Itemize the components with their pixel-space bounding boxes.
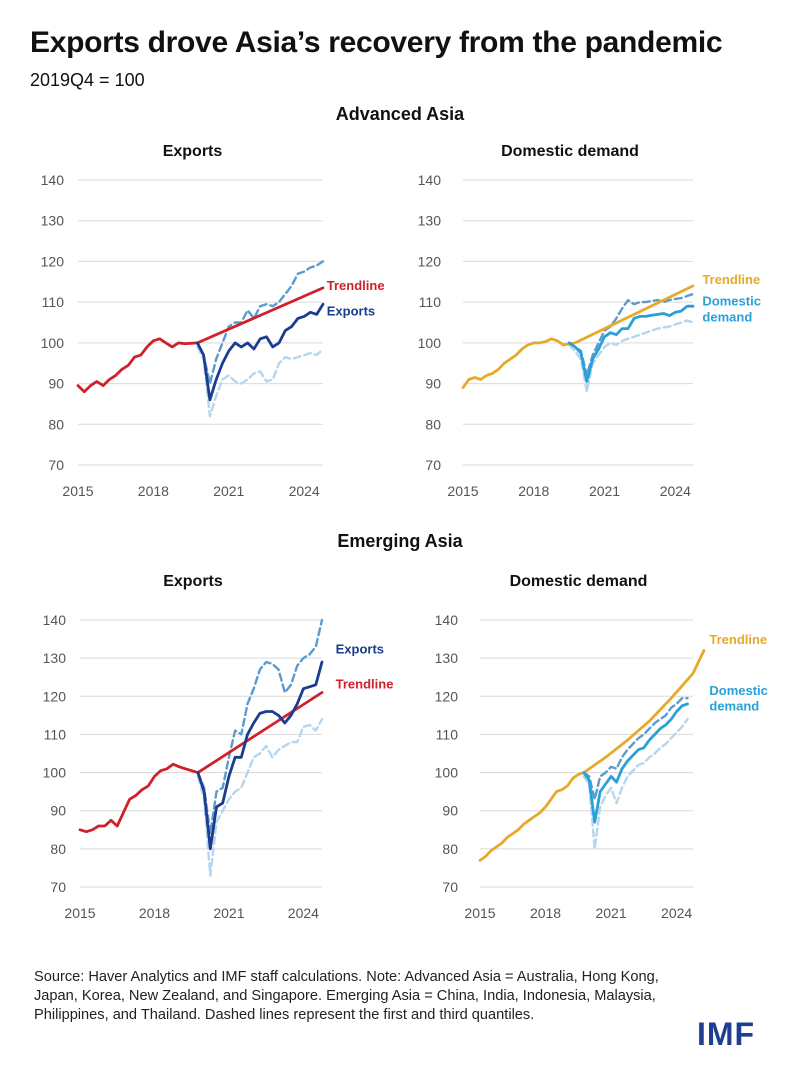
y-tick-label: 70 bbox=[442, 879, 458, 895]
y-tick-label: 100 bbox=[43, 765, 67, 781]
chart-emerging-domestic-demand: Domestic demand 70 80 90 100 110 120 130 140 2015… bbox=[435, 573, 768, 921]
y-tick-label: 80 bbox=[425, 416, 441, 432]
page-subtitle: 2019Q4 = 100 bbox=[30, 70, 145, 90]
y-tick-label: 80 bbox=[442, 841, 458, 857]
y-tick-label: 120 bbox=[41, 253, 65, 269]
y-tick-label: 100 bbox=[435, 765, 459, 781]
x-tick-label: 2024 bbox=[288, 905, 319, 921]
y-tick-label: 140 bbox=[435, 612, 459, 628]
series-line-trendline bbox=[461, 284, 695, 389]
y-tick-label: 130 bbox=[435, 650, 459, 666]
x-tick-label: 2021 bbox=[589, 483, 620, 499]
chart-advanced-exports: Exports 70 80 90 100 110 120 130 140 2015 2018 2021… bbox=[41, 143, 385, 499]
series-label: Trendline bbox=[709, 632, 767, 647]
y-tick-label: 130 bbox=[43, 650, 67, 666]
y-tick-label: 70 bbox=[425, 457, 441, 473]
y-tick-label: 110 bbox=[436, 726, 459, 742]
series-line-exports bbox=[196, 660, 324, 851]
x-tick-label: 2015 bbox=[447, 483, 478, 499]
series-line-quantile bbox=[582, 718, 689, 851]
y-tick-label: 70 bbox=[48, 457, 64, 473]
y-tick-label: 140 bbox=[43, 612, 67, 628]
series-label: Trendline bbox=[336, 677, 394, 692]
series-line-trendline bbox=[478, 649, 706, 862]
series-line-quantile bbox=[568, 292, 695, 377]
x-tick-label: 2021 bbox=[595, 905, 626, 921]
y-tick-label: 140 bbox=[41, 172, 65, 188]
x-tick-label: 2015 bbox=[464, 905, 495, 921]
x-tick-label: 2024 bbox=[661, 905, 692, 921]
series-line-quantile bbox=[582, 697, 689, 801]
series-line-exports bbox=[196, 302, 325, 402]
x-tick-label: 2021 bbox=[213, 483, 244, 499]
series-label: Trendline bbox=[327, 278, 385, 293]
y-tick-label: 130 bbox=[418, 213, 442, 229]
series-line-quantile bbox=[196, 260, 325, 385]
series-line-trendline bbox=[76, 286, 325, 394]
y-tick-label: 80 bbox=[48, 416, 64, 432]
group-title-emerging: Emerging Asia bbox=[337, 531, 463, 551]
page-title: Exports drove Asia’s recovery from the p… bbox=[30, 26, 723, 59]
y-tick-label: 120 bbox=[43, 688, 67, 704]
y-tick-label: 130 bbox=[41, 213, 65, 229]
chart-title: Exports bbox=[163, 573, 223, 590]
x-tick-label: 2015 bbox=[64, 905, 95, 921]
series-line-quantile bbox=[196, 345, 325, 418]
series-label: Exports bbox=[327, 304, 375, 319]
y-tick-label: 120 bbox=[435, 688, 459, 704]
y-tick-label: 70 bbox=[50, 879, 66, 895]
y-tick-label: 110 bbox=[42, 294, 65, 310]
chart-advanced-domestic-demand: Domestic demand 70 80 90 100 110 120 130 140 2015… bbox=[418, 143, 761, 499]
series-label: Domestic bbox=[709, 683, 768, 698]
imf-logo: IMF bbox=[697, 1016, 756, 1052]
group-title-advanced: Advanced Asia bbox=[335, 104, 465, 124]
y-tick-label: 90 bbox=[48, 376, 64, 392]
x-tick-label: 2018 bbox=[530, 905, 561, 921]
x-tick-label: 2015 bbox=[62, 483, 93, 499]
x-tick-label: 2024 bbox=[289, 483, 320, 499]
series-label: Exports bbox=[336, 642, 384, 657]
chart-title: Domestic demand bbox=[501, 143, 639, 160]
x-tick-label: 2018 bbox=[138, 483, 169, 499]
series-line-domestic-demand bbox=[567, 304, 695, 383]
x-tick-label: 2021 bbox=[213, 905, 244, 921]
source-note: Source: Haver Analytics and IMF staff ca… bbox=[34, 969, 659, 1023]
x-tick-label: 2024 bbox=[660, 483, 691, 499]
y-tick-label: 110 bbox=[44, 726, 67, 742]
chart-title: Domestic demand bbox=[510, 573, 648, 590]
x-tick-label: 2018 bbox=[518, 483, 549, 499]
x-tick-label: 2018 bbox=[139, 905, 170, 921]
y-tick-label: 120 bbox=[418, 253, 442, 269]
y-tick-label: 80 bbox=[50, 841, 66, 857]
series-line-domestic-demand bbox=[582, 702, 689, 824]
y-tick-label: 90 bbox=[50, 803, 66, 819]
y-tick-label: 90 bbox=[442, 803, 458, 819]
series-line-quantile bbox=[196, 718, 324, 877]
series-label: demand bbox=[702, 309, 752, 324]
y-tick-label: 140 bbox=[418, 172, 442, 188]
series-label: demand bbox=[709, 698, 759, 713]
series-line-quantile bbox=[568, 319, 695, 393]
series-label: Domestic bbox=[702, 293, 761, 308]
series-line-trendline bbox=[78, 691, 324, 834]
y-tick-label: 100 bbox=[41, 335, 65, 351]
series-line-quantile bbox=[196, 618, 324, 835]
y-tick-label: 90 bbox=[425, 376, 441, 392]
y-tick-label: 110 bbox=[419, 294, 442, 310]
series-label: Trendline bbox=[702, 272, 760, 287]
chart-emerging-exports: Exports 70 80 90 100 110 120 130 140 2015 2018 2021… bbox=[43, 573, 394, 921]
chart-title: Exports bbox=[163, 143, 223, 160]
y-tick-label: 100 bbox=[418, 335, 442, 351]
